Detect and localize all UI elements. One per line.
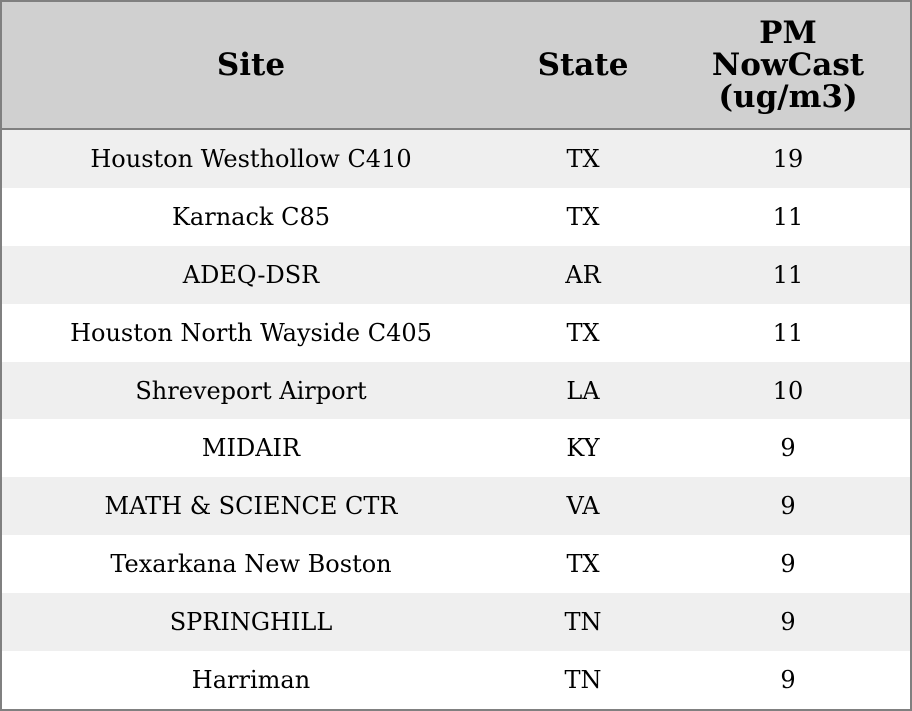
cell-pm: 10 [772, 376, 804, 405]
table-row: ADEQ-DSR AR 11 [2, 245, 910, 304]
cell-pm: 9 [780, 550, 796, 579]
cell-state: TX [566, 202, 600, 231]
cell-site: Houston Westhollow C410 [90, 144, 412, 173]
table-header: Site State PM NowCast (ug/m3) [2, 2, 910, 130]
cell-pm: 11 [772, 260, 804, 289]
cell-state: LA [566, 376, 600, 405]
column-header-state: State [537, 47, 629, 83]
cell-pm: 11 [772, 202, 804, 231]
table-row: MATH & SCIENCE CTR VA 9 [2, 477, 910, 536]
cell-site: Texarkana New Boston [110, 550, 392, 579]
cell-pm: 9 [780, 608, 796, 637]
column-header-pm: PM NowCast (ug/m3) [666, 2, 910, 128]
cell-pm: 9 [780, 665, 796, 694]
cell-site: Houston North Wayside C405 [70, 318, 432, 347]
table-body: Houston Westhollow C410 TX 19 Karnack C85 TX… [2, 130, 910, 709]
cell-state: TN [564, 608, 602, 637]
cell-site: Harriman [191, 665, 311, 694]
column-header-pm-text: PM NowCast (ug/m3) [711, 15, 865, 115]
column-header-site: Site [216, 47, 286, 83]
cell-pm: 19 [772, 144, 804, 173]
table-row: Texarkana New Boston TX 9 [2, 535, 910, 594]
table-row: SPRINGHILL TN 9 [2, 593, 910, 652]
cell-site: MATH & SCIENCE CTR [104, 492, 398, 521]
cell-state: TN [564, 665, 602, 694]
cell-pm: 9 [780, 434, 796, 463]
cell-state: TX [566, 550, 600, 579]
table-row: Houston North Wayside C405 TX 11 [2, 303, 910, 362]
cell-site: Shreveport Airport [135, 376, 367, 405]
cell-state: TX [566, 144, 600, 173]
cell-pm: 11 [772, 318, 804, 347]
cell-site: ADEQ-DSR [182, 260, 320, 289]
table-row: MIDAIR KY 9 [2, 419, 910, 478]
table-row: Karnack C85 TX 11 [2, 187, 910, 246]
cell-state: KY [566, 434, 600, 463]
cell-site: MIDAIR [201, 434, 301, 463]
cell-state: VA [566, 492, 600, 521]
table-row: Harriman TN 9 [2, 651, 910, 709]
cell-state: AR [565, 260, 601, 289]
cell-site: SPRINGHILL [169, 608, 333, 637]
cell-site: Karnack C85 [172, 202, 330, 231]
cell-pm: 9 [780, 492, 796, 521]
cell-state: TX [566, 318, 600, 347]
table-row: Shreveport Airport LA 10 [2, 361, 910, 420]
table-row: Houston Westhollow C410 TX 19 [2, 130, 910, 188]
